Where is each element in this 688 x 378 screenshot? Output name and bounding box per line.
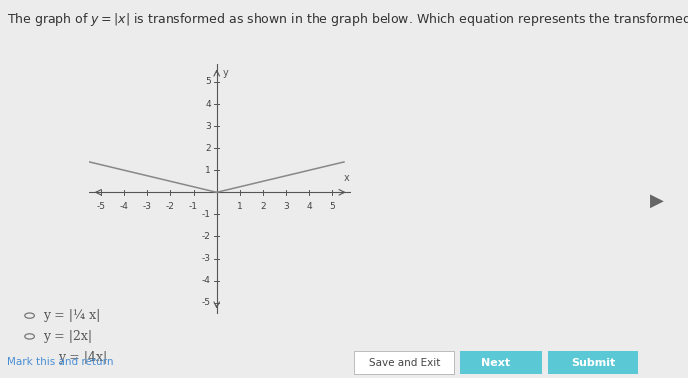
- Text: x: x: [343, 174, 349, 183]
- Text: y: y: [222, 68, 228, 77]
- Text: 1: 1: [205, 166, 211, 175]
- Text: 5: 5: [330, 202, 335, 211]
- Text: y = |2x|: y = |2x|: [43, 330, 92, 343]
- Text: Save and Exit: Save and Exit: [369, 358, 440, 367]
- Polygon shape: [460, 351, 542, 374]
- Text: 4: 4: [205, 99, 211, 108]
- Text: 3: 3: [283, 202, 289, 211]
- Text: Next: Next: [482, 358, 510, 367]
- Text: 2: 2: [260, 202, 266, 211]
- Text: y = |4x|: y = |4x|: [58, 351, 108, 364]
- Text: -2: -2: [166, 202, 175, 211]
- Text: The graph of $y = |x|$ is transformed as shown in the graph below. Which equatio: The graph of $y = |x|$ is transformed as…: [7, 11, 688, 28]
- Text: y = |¼ x|: y = |¼ x|: [43, 309, 100, 322]
- Text: -5: -5: [202, 298, 211, 307]
- Text: -3: -3: [143, 202, 152, 211]
- Text: 4: 4: [306, 202, 312, 211]
- Text: 5: 5: [205, 77, 211, 87]
- Text: 3: 3: [205, 122, 211, 130]
- Text: -1: -1: [189, 202, 198, 211]
- Text: ▶: ▶: [650, 191, 664, 209]
- Text: -2: -2: [202, 232, 211, 241]
- Text: -3: -3: [202, 254, 211, 263]
- Text: 1: 1: [237, 202, 243, 211]
- Text: -1: -1: [202, 210, 211, 219]
- Text: Submit: Submit: [571, 358, 615, 367]
- Text: -5: -5: [96, 202, 105, 211]
- Text: -4: -4: [202, 276, 211, 285]
- Text: -4: -4: [120, 202, 129, 211]
- Text: Mark this and return: Mark this and return: [7, 357, 114, 367]
- Text: 2: 2: [205, 144, 211, 153]
